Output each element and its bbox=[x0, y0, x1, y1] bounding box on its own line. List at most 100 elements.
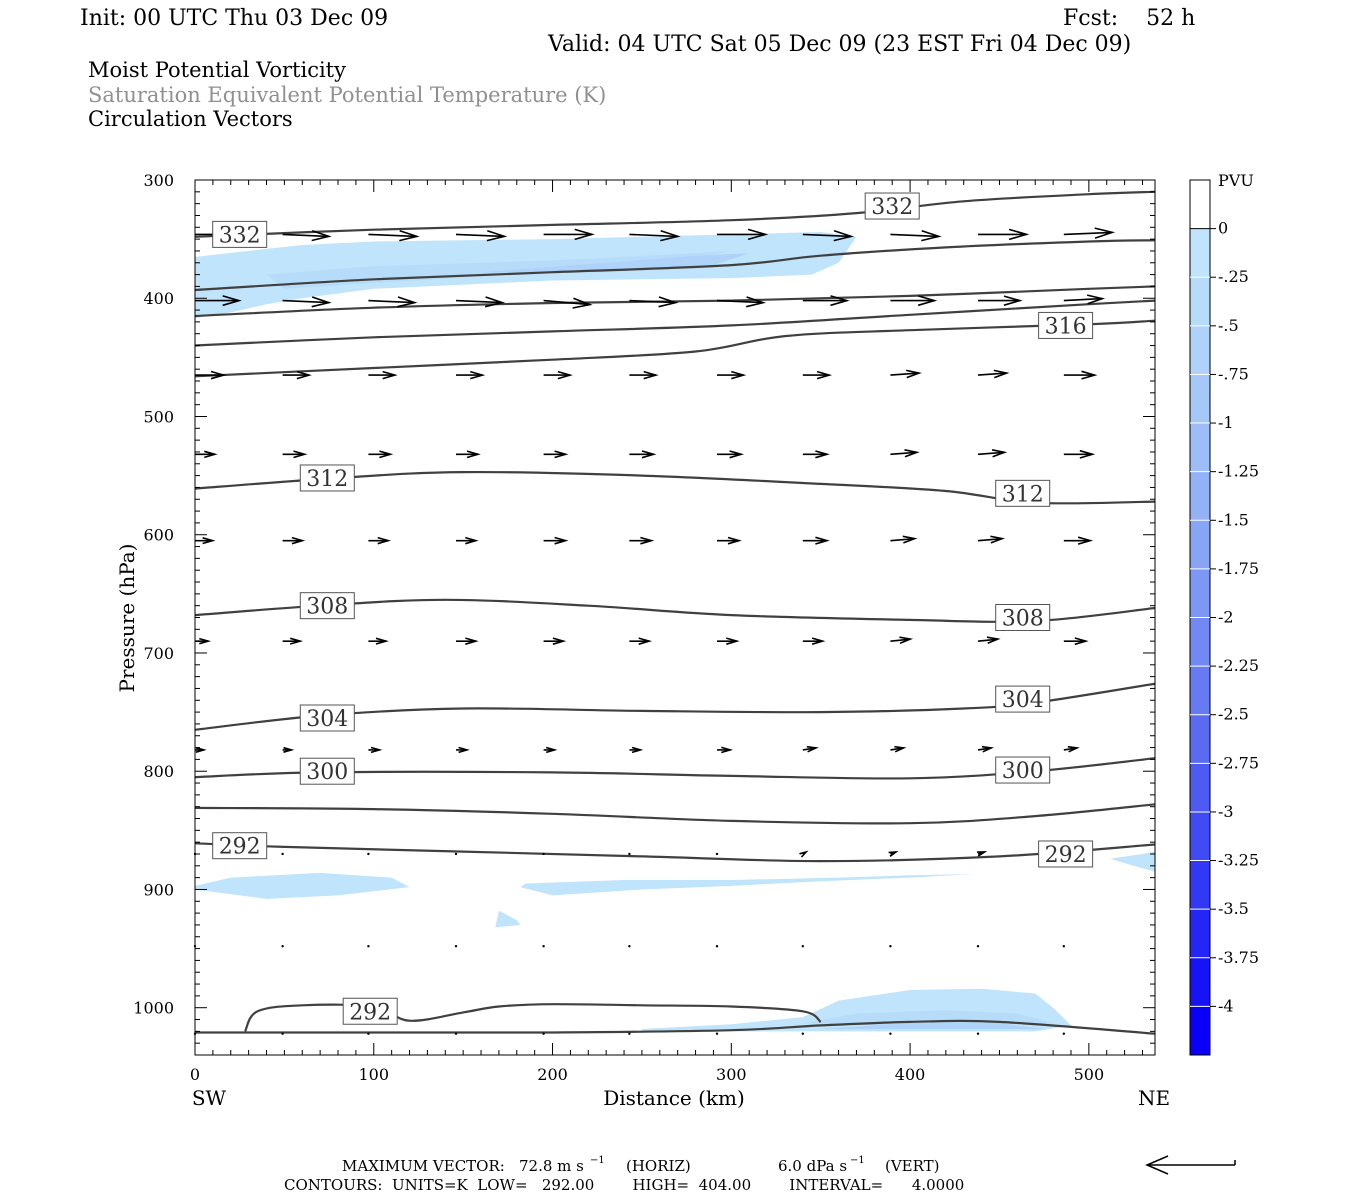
svg-text:308: 308 bbox=[306, 595, 348, 620]
circulation-vector bbox=[890, 295, 938, 307]
contour-label: 308 bbox=[995, 604, 1051, 632]
circulation-vector bbox=[801, 945, 805, 948]
colorbar-title: PVU bbox=[1218, 171, 1254, 190]
y-axis-label: Pressure (hPa) bbox=[115, 544, 139, 693]
circulation-vector bbox=[543, 228, 595, 241]
svg-text:312: 312 bbox=[1002, 482, 1044, 507]
circulation-vector bbox=[456, 746, 470, 754]
circulation-vector bbox=[802, 536, 830, 545]
circulation-vector bbox=[368, 296, 418, 308]
circulation-vector bbox=[628, 945, 631, 948]
circulation-vector bbox=[977, 449, 1008, 458]
svg-text:300: 300 bbox=[1002, 759, 1044, 784]
contour-line bbox=[195, 319, 1155, 378]
circulation-vector bbox=[717, 228, 769, 241]
circulation-vector bbox=[282, 370, 312, 380]
colorbar-label: -1.5 bbox=[1218, 510, 1249, 529]
colorbar-label: -2 bbox=[1218, 608, 1234, 627]
title-theta-es: Saturation Equivalent Potential Temperat… bbox=[88, 83, 606, 107]
circulation-vector bbox=[367, 852, 370, 856]
circulation-vector bbox=[367, 1032, 370, 1035]
circulation-vector bbox=[542, 852, 545, 856]
title-vectors: Circulation Vectors bbox=[88, 107, 293, 131]
y-tick-label: 800 bbox=[143, 762, 174, 781]
circulation-vector bbox=[542, 1032, 545, 1035]
forecast-hour: Fcst: 52 h bbox=[1063, 6, 1195, 31]
colorbar-label: -1.75 bbox=[1218, 559, 1259, 578]
circulation-vector bbox=[977, 369, 1010, 379]
y-tick-label: 300 bbox=[143, 171, 174, 190]
circulation-vector bbox=[629, 450, 657, 459]
svg-text:316: 316 bbox=[1045, 314, 1087, 339]
circulation-vector bbox=[717, 450, 745, 459]
circulation-vector bbox=[281, 852, 284, 856]
colorbar-label: -3.5 bbox=[1218, 899, 1249, 918]
circulation-vector bbox=[455, 296, 506, 308]
circulation-vector bbox=[368, 450, 394, 459]
circulation-vector bbox=[888, 851, 899, 857]
circulation-vector bbox=[629, 637, 653, 645]
colorbar-swatch bbox=[1190, 1006, 1210, 1056]
circulation-vector bbox=[543, 450, 569, 459]
axis-ticks: 0 100 200 300 400 500 300 400 500 600 700 800 900 100… bbox=[133, 171, 1155, 1084]
circulation-vector bbox=[977, 745, 995, 753]
x-end-label-left: SW bbox=[192, 1086, 227, 1110]
circulation-vector bbox=[543, 370, 573, 380]
svg-text:304: 304 bbox=[1002, 688, 1044, 713]
reference-vector-arrow bbox=[1145, 1155, 1236, 1175]
svg-text:332: 332 bbox=[871, 195, 913, 220]
y-tick-label: 700 bbox=[143, 644, 174, 663]
circulation-vector bbox=[890, 229, 942, 242]
y-tick-label: 400 bbox=[143, 289, 174, 308]
circulation-vector bbox=[454, 945, 458, 948]
circulation-vector bbox=[195, 746, 207, 753]
circulation-vector bbox=[802, 295, 850, 307]
svg-text:304: 304 bbox=[306, 707, 348, 732]
circulation-vector bbox=[629, 746, 644, 754]
max-horiz-tag: (HORIZ) bbox=[626, 1157, 691, 1175]
circulation-vector bbox=[889, 1032, 892, 1035]
colorbar-label: -1.25 bbox=[1218, 462, 1259, 481]
circulation-vector bbox=[628, 852, 631, 856]
colorbar-label: -4 bbox=[1218, 996, 1234, 1015]
x-end-label-right: NE bbox=[1138, 1086, 1170, 1110]
circulation-vector bbox=[1063, 536, 1094, 545]
circulation-vector bbox=[978, 228, 1030, 241]
svg-text:292: 292 bbox=[1045, 843, 1087, 868]
circulation-vector bbox=[890, 449, 920, 458]
circulation-vector bbox=[456, 637, 479, 645]
mpv-region bbox=[481, 253, 750, 273]
circulation-vector bbox=[195, 450, 218, 459]
circulation-vector bbox=[629, 296, 679, 308]
max-vert-value: 6.0 dPa s bbox=[778, 1157, 847, 1175]
contour-line bbox=[195, 285, 1155, 318]
circulation-vector bbox=[1062, 1032, 1066, 1035]
plot-area bbox=[195, 180, 1155, 1055]
colorbar-label: 0 bbox=[1218, 219, 1228, 238]
max-horiz-value: 72.8 m s bbox=[519, 1157, 584, 1175]
pv-colorbar: 0 -.25 -.5 -.75 -1 -1.25 -1.5 -1.75 -2 -2.25 -2.5 -… bbox=[1189, 179, 1259, 1056]
circulation-vector bbox=[717, 637, 740, 645]
circulation-vector bbox=[715, 945, 719, 948]
circulation-vector bbox=[977, 636, 1001, 644]
circulation-vector bbox=[281, 1032, 284, 1035]
colorbar-swatch bbox=[1190, 228, 1210, 278]
circulation-vector bbox=[890, 636, 914, 644]
contour-labels: 332 332 316 312 312 308 308 304 304 300 300 292 292 2… bbox=[212, 192, 1094, 1025]
circulation-vector bbox=[282, 230, 332, 242]
circulation-vector bbox=[456, 370, 486, 380]
circulation-vector bbox=[543, 746, 558, 754]
circulation-vector bbox=[282, 296, 332, 308]
contour-label: 312 bbox=[299, 464, 355, 492]
circulation-vector bbox=[802, 745, 819, 753]
mpv-region bbox=[820, 1023, 1045, 1029]
contour-label: 308 bbox=[299, 592, 355, 620]
circulation-vector bbox=[456, 450, 481, 459]
colorbar-swatch bbox=[1190, 180, 1210, 230]
y-tick-label: 1000 bbox=[133, 999, 174, 1018]
title-mpv: Moist Potential Vorticity bbox=[88, 58, 346, 82]
circulation-vector bbox=[282, 637, 304, 645]
colorbar-swatch bbox=[1190, 325, 1210, 375]
colorbar-label: -.25 bbox=[1218, 267, 1249, 286]
